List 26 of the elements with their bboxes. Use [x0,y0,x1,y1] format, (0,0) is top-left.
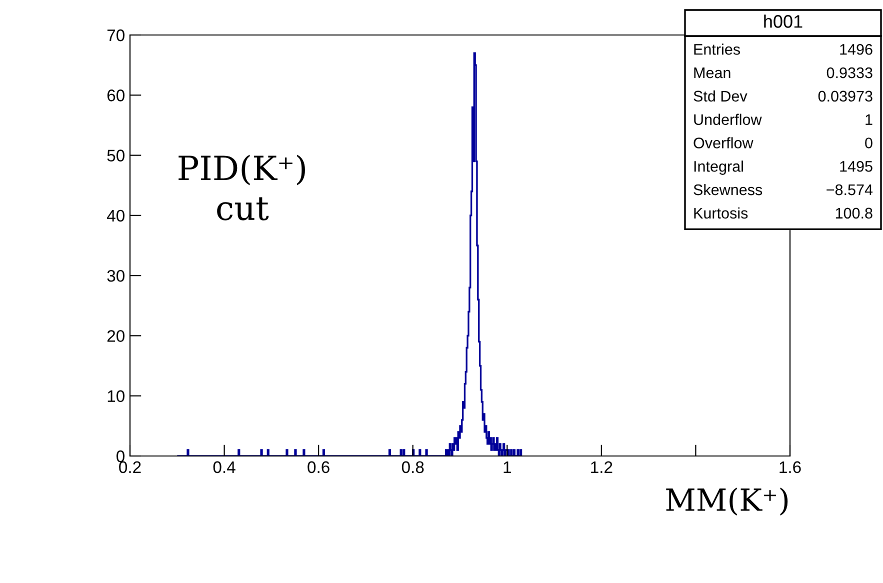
y-tick-label: 70 [107,29,124,42]
text: Overflow 0 [694,137,872,148]
text: Skewness −8.574 [694,184,873,196]
y-tick-label: 60 [107,90,124,102]
x-tick-label: 0.2 [119,461,141,474]
y-tick-label: 50 [107,150,124,162]
x-tick-label: 1 [504,461,511,473]
x-tick-label: 1.2 [591,461,612,473]
x-axis-title: MM(K⁺) [666,488,788,516]
text: Integral 1495 [694,160,872,175]
y-tick-label: 40 [106,210,124,222]
x-tick-label: 0.4 [213,461,236,474]
y-tick-label: 0 [116,450,124,462]
x-tick-label: 1.6 [780,461,801,474]
x-tick-label: 0.6 [308,461,330,474]
text: Mean 0.9333 [694,67,872,78]
text: Std Dev 0.03973 [694,90,872,102]
y-tick-label: 20 [107,330,124,342]
annotation: PID(K⁺) cut [178,154,305,220]
text: Kurtosis 100.8 [694,207,872,219]
y-tick-label: 10 [108,390,124,402]
text: h001 [764,14,802,28]
y-tick-label: 30 [107,270,124,282]
text: Entries 1496 [694,44,872,55]
text: Underflow 1 [694,114,872,125]
x-tick-label: 0.8 [402,461,424,474]
